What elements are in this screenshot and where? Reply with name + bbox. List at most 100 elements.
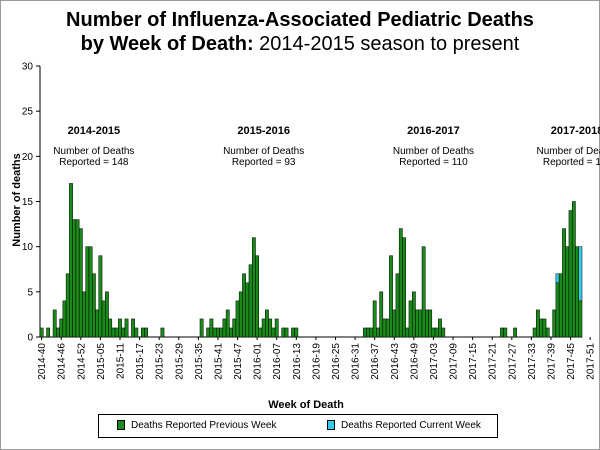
bar-previous-week: [411, 291, 416, 338]
bar-previous-week: [91, 273, 96, 338]
season-label: 2014-2015: [68, 125, 121, 137]
x-tick-label: 2017-27: [507, 343, 518, 380]
bar-previous-week: [59, 318, 64, 338]
bars: [39, 183, 583, 338]
bar-previous-week: [62, 300, 67, 338]
season-note-line-1: Number of Deaths: [223, 146, 304, 157]
bar-previous-week: [72, 219, 77, 338]
bar-previous-week: [199, 318, 204, 338]
bar-previous-week: [140, 327, 145, 338]
bar-previous-week: [362, 327, 367, 338]
season-note-line-1: Number of Deaths: [53, 146, 134, 157]
y-tick-label: 20: [22, 152, 34, 163]
y-tick-label: 15: [22, 197, 34, 208]
bar-previous-week: [539, 318, 544, 338]
bar-previous-week: [248, 264, 253, 338]
bar-previous-week: [542, 318, 547, 338]
season-note-line-2: Reported = 148: [59, 157, 129, 168]
bar-previous-week: [121, 327, 126, 338]
x-tick-label: 2015-47: [233, 343, 244, 380]
bar-previous-week: [369, 327, 374, 338]
x-tick-label: 2017-39: [546, 343, 557, 380]
x-tick-label: 2016-19: [311, 343, 322, 380]
bar-previous-week: [418, 309, 423, 338]
season-note-line-1: Number of Deaths: [393, 146, 474, 157]
bar-previous-week: [111, 327, 116, 338]
bar-previous-week: [212, 327, 217, 338]
title-line-2-normal: 2014-2015 season to present: [253, 33, 520, 55]
y-tick-label: 30: [22, 62, 34, 73]
bar-previous-week: [415, 309, 419, 338]
bar-previous-week: [284, 327, 289, 338]
bar-previous-week: [408, 300, 413, 338]
bar-previous-week: [219, 327, 224, 338]
y-tick-label: 0: [27, 333, 33, 344]
bar-previous-week: [160, 327, 165, 338]
bar-previous-week: [281, 327, 286, 338]
x-tick-label: 2014-40: [37, 343, 48, 380]
legend-item-previous: Deaths Reported Previous Week: [117, 420, 276, 432]
bar-previous-week: [206, 327, 211, 338]
x-tick-label: 2017-21: [488, 343, 499, 380]
bar-previous-week: [425, 309, 429, 338]
bar-previous-week: [98, 255, 103, 338]
bar-previous-week: [82, 291, 86, 338]
bar-previous-week: [65, 273, 70, 338]
x-tick-label: 2017-51: [586, 343, 597, 380]
bar-previous-week: [268, 318, 273, 338]
season-note-line-2: Reported = 93: [232, 157, 296, 168]
bar-previous-week: [88, 246, 93, 338]
x-tick-label: 2016-25: [331, 343, 342, 380]
x-tick-label: 2017-03: [429, 343, 440, 380]
bar-previous-week: [52, 309, 57, 338]
bar-previous-week: [428, 309, 433, 338]
x-tick-label: 2017-15: [468, 343, 479, 380]
bar-previous-week: [101, 300, 106, 338]
x-tick-label: 2014-52: [76, 343, 87, 380]
bar-previous-week: [555, 282, 560, 338]
bar-previous-week: [251, 237, 256, 338]
bar-previous-week: [131, 318, 135, 338]
x-axis: 2014-40 2014-46 2014-52 2015-05 2015-11 2015-…: [37, 336, 597, 380]
bar-previous-week: [85, 246, 90, 338]
bar-previous-week: [238, 291, 243, 338]
bar-previous-week: [441, 327, 446, 338]
bar-previous-week: [438, 318, 442, 338]
bar-previous-week: [114, 327, 119, 338]
y-tick-label: 5: [27, 287, 33, 298]
y-tick-label: 25: [22, 107, 34, 118]
bar-previous-week: [105, 291, 109, 338]
x-tick-label: 2015-11: [115, 343, 126, 379]
bar-previous-week: [562, 228, 566, 338]
title-line-2: by Week of Death: 2014-2015 season to pr…: [0, 32, 600, 56]
bar-previous-week: [46, 327, 51, 338]
bar-previous-week: [500, 327, 504, 338]
y-axis-title: Number of deaths: [11, 153, 23, 247]
x-tick-label: 2016-49: [409, 343, 420, 380]
bar-previous-week: [536, 309, 540, 338]
x-tick-label: 2015-23: [155, 343, 166, 380]
bar-previous-week: [434, 327, 439, 338]
legend: Deaths Reported Previous Week Deaths Rep…: [98, 414, 498, 438]
bar-previous-week: [395, 273, 400, 338]
bar-previous-week: [532, 327, 537, 338]
bar-previous-week: [124, 318, 129, 338]
y-axis: 0 5 10 15 20 25 30: [22, 62, 41, 344]
x-tick-label: 2015-41: [213, 343, 224, 380]
bar-previous-week: [144, 327, 148, 338]
x-axis-title: Week of Death: [268, 399, 344, 411]
bar-previous-week: [575, 246, 579, 338]
bar-previous-week: [565, 246, 570, 338]
bar-previous-week: [95, 309, 100, 338]
bar-previous-week: [229, 327, 233, 338]
bar-previous-week: [271, 327, 276, 338]
bar-previous-week: [118, 318, 122, 338]
x-tick-label: 2015-05: [96, 343, 107, 380]
x-tick-label: 2017-45: [566, 343, 577, 380]
bar-current-week: [555, 273, 560, 284]
